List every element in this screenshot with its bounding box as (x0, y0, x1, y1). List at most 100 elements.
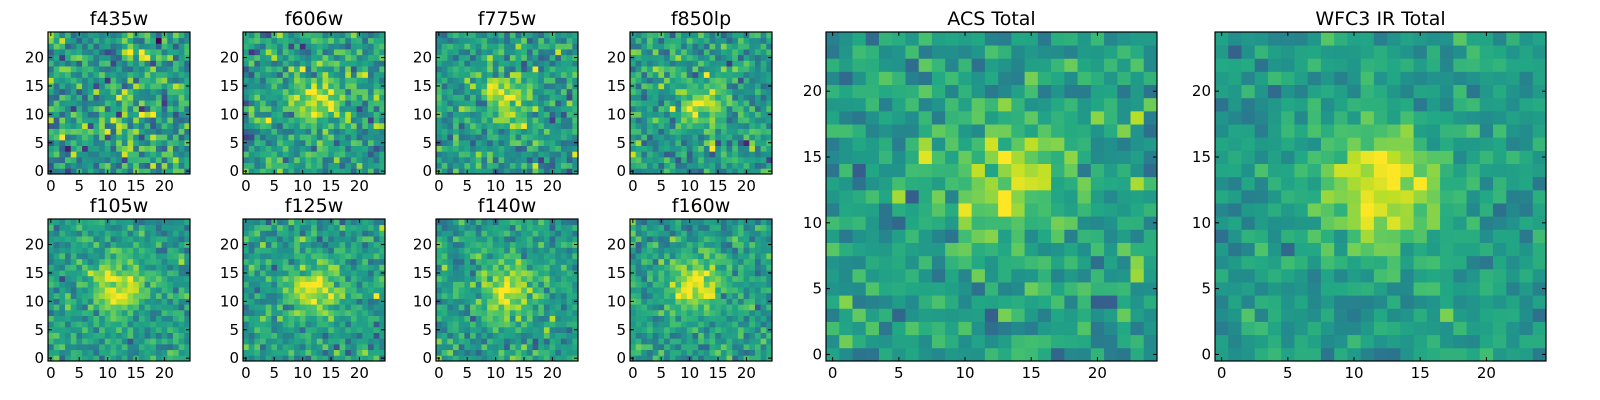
heatmap-cell (110, 54, 117, 61)
heatmap-cell (248, 156, 255, 164)
heatmap-cell (464, 309, 471, 316)
heatmap-cell (322, 37, 329, 44)
heatmap-cell (178, 111, 185, 118)
heatmap-cell (664, 321, 671, 328)
heatmap-cell (350, 355, 357, 362)
heatmap-cell (288, 60, 295, 67)
heatmap-cell (379, 275, 386, 282)
heatmap-cell (441, 253, 448, 260)
heatmap-cell (294, 122, 301, 129)
heatmap-cell (709, 304, 716, 311)
heatmap-cell (549, 111, 556, 118)
heatmap-cell (254, 264, 261, 271)
heatmap-cell (161, 326, 168, 333)
heatmap-cell (155, 122, 162, 129)
heatmap-cell (549, 292, 556, 299)
heatmap-cell (311, 145, 318, 152)
heatmap-cell (243, 156, 250, 164)
heatmap-cell (458, 156, 465, 164)
heatmap-cell (509, 66, 516, 73)
heatmap-cell (87, 338, 94, 345)
heatmap-cell (167, 88, 174, 95)
heatmap-cell (470, 49, 477, 56)
heatmap-cell (345, 258, 352, 265)
heatmap-cell (703, 122, 710, 129)
heatmap-cell (184, 32, 191, 39)
heatmap-cell (271, 247, 278, 254)
heatmap-cell (248, 287, 255, 294)
heatmap-cell (453, 343, 460, 351)
heatmap-cell (316, 151, 323, 158)
heatmap-cell (271, 298, 278, 305)
heatmap-cell (441, 338, 448, 345)
heatmap-cell (453, 304, 460, 311)
heatmap-cell (492, 71, 499, 78)
heatmap-cell (652, 43, 659, 50)
heatmap-cell (155, 219, 162, 226)
heatmap-cell (549, 162, 556, 169)
heatmap-cell (367, 128, 375, 135)
heatmap-cell (538, 236, 545, 243)
heatmap-cell (121, 49, 128, 56)
heatmap-cell (87, 236, 94, 243)
heatmap-cell (760, 309, 767, 316)
heatmap-cell (356, 304, 363, 311)
heatmap-cell (155, 156, 162, 164)
heatmap-cell (664, 162, 671, 169)
heatmap-cell (515, 349, 522, 356)
heatmap-cell (167, 139, 174, 146)
heatmap-cell (127, 241, 134, 248)
heatmap-cell (521, 77, 528, 84)
heatmap-cell (481, 230, 488, 237)
heatmap-cell (82, 219, 89, 226)
heatmap-cell (328, 128, 335, 135)
heatmap-cell (65, 309, 72, 316)
heatmap-cell (521, 71, 528, 78)
heatmap-cell (379, 349, 386, 356)
heatmap-cell (470, 219, 477, 226)
heatmap-cell (99, 83, 106, 90)
heatmap-cell (339, 54, 346, 61)
heatmap-cell (110, 66, 117, 73)
heatmap-cell (737, 71, 744, 78)
heatmap-cell (521, 326, 528, 333)
heatmap-cell (373, 304, 380, 311)
heatmap-cell (715, 117, 722, 124)
heatmap-cell (555, 355, 562, 362)
heatmap-cell (356, 77, 363, 84)
heatmap-cell (99, 298, 106, 305)
heatmap-cell (328, 343, 335, 351)
heatmap-cell (127, 88, 134, 95)
heatmap-cell (566, 230, 573, 237)
heatmap-cell (127, 219, 134, 226)
heatmap-cell (99, 338, 106, 345)
heatmap-cell (271, 71, 278, 78)
heatmap-cell (754, 128, 762, 135)
heatmap-cell (328, 281, 335, 288)
heatmap-cell (373, 287, 380, 294)
heatmap-cell (155, 37, 162, 44)
heatmap-cell (447, 77, 454, 84)
heatmap-cell (526, 343, 533, 351)
heatmap-cell (138, 111, 145, 118)
heatmap-cell (720, 83, 727, 90)
heatmap-cell (133, 122, 140, 129)
heatmap-cell (715, 71, 722, 78)
heatmap-cell (138, 298, 145, 305)
heatmap-cell (59, 275, 66, 282)
heatmap-cell (720, 281, 727, 288)
heatmap-cell (133, 253, 140, 260)
heatmap-cell (447, 304, 454, 311)
heatmap-cell (681, 315, 688, 322)
heatmap-cell (754, 275, 762, 282)
heatmap-cell (167, 326, 174, 333)
heatmap-cell (532, 43, 539, 50)
heatmap-cell (555, 60, 562, 67)
heatmap-cell (709, 100, 716, 107)
heatmap-cell (82, 270, 89, 277)
heatmap-cell (53, 326, 60, 333)
heatmap-cell (521, 111, 528, 118)
plot-frame (629, 31, 773, 175)
heatmap-cell (566, 326, 573, 333)
heatmap-cell (311, 309, 318, 316)
